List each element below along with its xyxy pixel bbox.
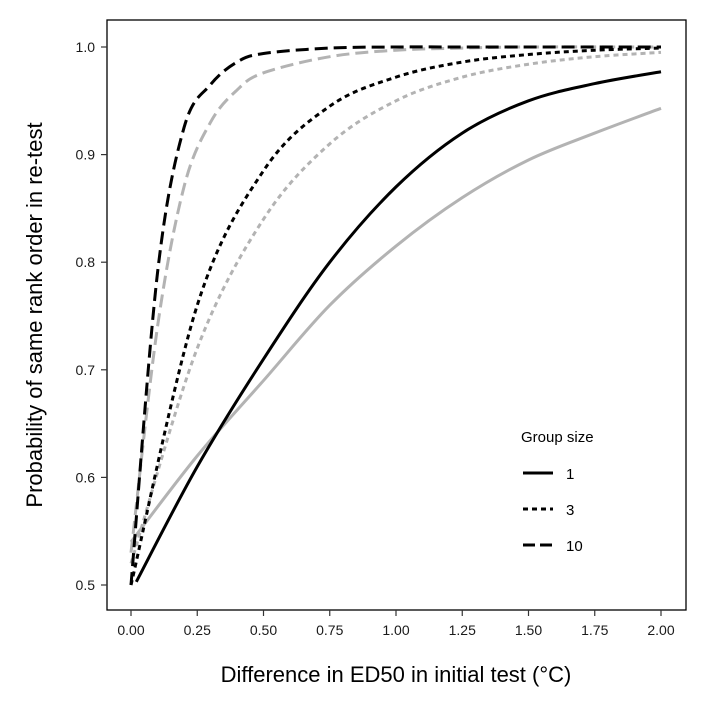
x-tick-label: 1.25 <box>449 622 476 638</box>
x-axis-ticks: 0.00 0.25 0.50 0.75 1.00 1.25 1.50 1.75 2.00 <box>117 610 675 638</box>
legend-label-1: 1 <box>566 466 574 483</box>
y-axis-ticks: 0.5 0.6 0.7 0.8 0.9 1.0 <box>76 39 107 593</box>
x-tick-label: 0.50 <box>250 622 277 638</box>
x-tick-label: 0.00 <box>117 622 144 638</box>
y-tick-label: 0.6 <box>76 469 96 485</box>
legend-title: Group size <box>521 429 594 446</box>
legend: Group size 1 3 10 <box>521 429 594 555</box>
series-line-group-10-grey <box>129 45 662 553</box>
x-axis-title: Difference in ED50 in initial test (°C) <box>221 662 572 687</box>
series-layer <box>129 45 662 586</box>
y-tick-label: 0.8 <box>76 254 96 270</box>
series-line-group-1-grey <box>129 106 662 543</box>
legend-label-10: 10 <box>566 538 583 555</box>
series-line-group-3-black <box>129 46 662 586</box>
x-tick-label: 0.25 <box>184 622 211 638</box>
series-line-group-1-black <box>134 70 662 583</box>
series-line-group-3-grey <box>129 50 662 564</box>
series-line-group-10-black <box>129 45 661 586</box>
legend-label-3: 3 <box>566 502 574 519</box>
x-tick-label: 1.75 <box>581 622 608 638</box>
y-tick-label: 0.9 <box>76 147 96 163</box>
x-tick-label: 1.50 <box>515 622 542 638</box>
y-tick-label: 0.5 <box>76 577 96 593</box>
y-tick-label: 0.7 <box>76 362 96 378</box>
x-tick-label: 1.00 <box>382 622 409 638</box>
y-tick-label: 1.0 <box>76 39 96 55</box>
x-tick-label: 2.00 <box>647 622 674 638</box>
plot-panel <box>106 19 687 611</box>
y-axis-title: Probability of same rank order in re-tes… <box>22 122 47 507</box>
x-tick-label: 0.75 <box>316 622 343 638</box>
